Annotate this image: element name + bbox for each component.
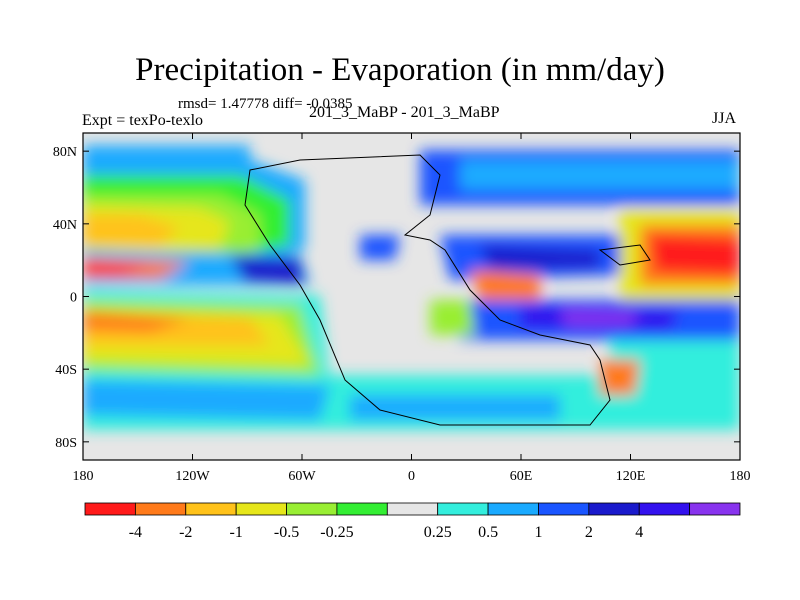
longitude-axis: 180 120W 60W 0 60E 120E 180 bbox=[73, 133, 751, 484]
colorbar-swatch bbox=[588, 502, 640, 516]
lon-tick-label: 60E bbox=[510, 469, 533, 484]
rmsd-diff-stats: rmsd= 1.47778 diff= -0.0385 bbox=[178, 96, 353, 112]
pme-region bbox=[83, 312, 190, 332]
colorbar-label: 0.25 bbox=[424, 524, 452, 541]
colorbar-swatch bbox=[437, 502, 489, 516]
coastline bbox=[244, 154, 611, 426]
colorbar-swatch bbox=[487, 502, 539, 516]
lat-tick-label: 40S bbox=[55, 363, 77, 378]
pme-region bbox=[430, 300, 475, 335]
colorbar-label: 0.5 bbox=[478, 524, 498, 541]
pme-field-shapes bbox=[83, 145, 740, 430]
colorbar-label: -4 bbox=[129, 524, 142, 541]
colorbar-swatch bbox=[689, 502, 741, 516]
colorbar-label: -0.5 bbox=[274, 524, 299, 541]
experiment-name: 201_3_MaBP - 201_3_MaBP bbox=[309, 104, 500, 121]
colorbar-swatch bbox=[185, 502, 237, 516]
colorbar: -4 -2 -1 -0.5 -0.25 0.25 0.5 1 2 4 bbox=[84, 502, 741, 541]
lat-tick-label: 40N bbox=[53, 218, 77, 233]
latitude-axis: 80N 40N 0 40S 80S bbox=[53, 145, 740, 451]
colorbar-swatch bbox=[235, 502, 287, 516]
pme-region bbox=[560, 310, 640, 325]
pme-region bbox=[360, 235, 400, 260]
pme-region bbox=[610, 340, 740, 380]
colorbar-swatch bbox=[286, 502, 338, 516]
experiment-label: Expt = texPo-texlo bbox=[82, 112, 204, 129]
pme-region bbox=[230, 255, 305, 285]
pme-region bbox=[650, 235, 740, 275]
colorbar-label: -2 bbox=[179, 524, 192, 541]
colorbar-swatch bbox=[134, 502, 187, 516]
pme-region bbox=[470, 270, 540, 300]
pme-field bbox=[83, 133, 740, 460]
colorbar-swatch bbox=[386, 502, 439, 516]
colorbar-label: 2 bbox=[585, 524, 593, 541]
colorbar-label: 1 bbox=[534, 524, 542, 541]
colorbar-label: -0.25 bbox=[320, 524, 353, 541]
pme-region bbox=[83, 262, 150, 275]
lat-tick-label: 0 bbox=[70, 291, 77, 306]
lat-tick-label: 80N bbox=[53, 145, 77, 160]
colorbar-swatch bbox=[638, 502, 691, 516]
lon-tick-label: 120W bbox=[175, 469, 210, 484]
pme-region bbox=[460, 160, 740, 190]
colorbar-swatch bbox=[84, 502, 136, 516]
lon-tick-label: 180 bbox=[73, 469, 94, 484]
lon-tick-label: 0 bbox=[408, 469, 415, 484]
pme-region bbox=[480, 245, 600, 270]
pme-region bbox=[83, 145, 250, 165]
lon-tick-label: 120E bbox=[616, 469, 646, 484]
pme-region bbox=[83, 380, 330, 420]
coastline bbox=[598, 244, 651, 266]
lon-tick-label: 60W bbox=[288, 469, 316, 484]
pme-region bbox=[350, 395, 560, 420]
lat-tick-label: 80S bbox=[55, 436, 77, 451]
colorbar-label: -1 bbox=[229, 524, 242, 541]
pme-region bbox=[83, 215, 180, 245]
pme-region bbox=[600, 360, 640, 395]
season-label: JJA bbox=[712, 110, 737, 127]
colorbar-swatch bbox=[538, 502, 590, 516]
lon-tick-label: 180 bbox=[730, 469, 751, 484]
plot-title: Precipitation - Evaporation (in mm/day) bbox=[135, 52, 665, 88]
colorbar-label: 4 bbox=[635, 524, 643, 541]
colorbar-swatch bbox=[336, 502, 388, 516]
